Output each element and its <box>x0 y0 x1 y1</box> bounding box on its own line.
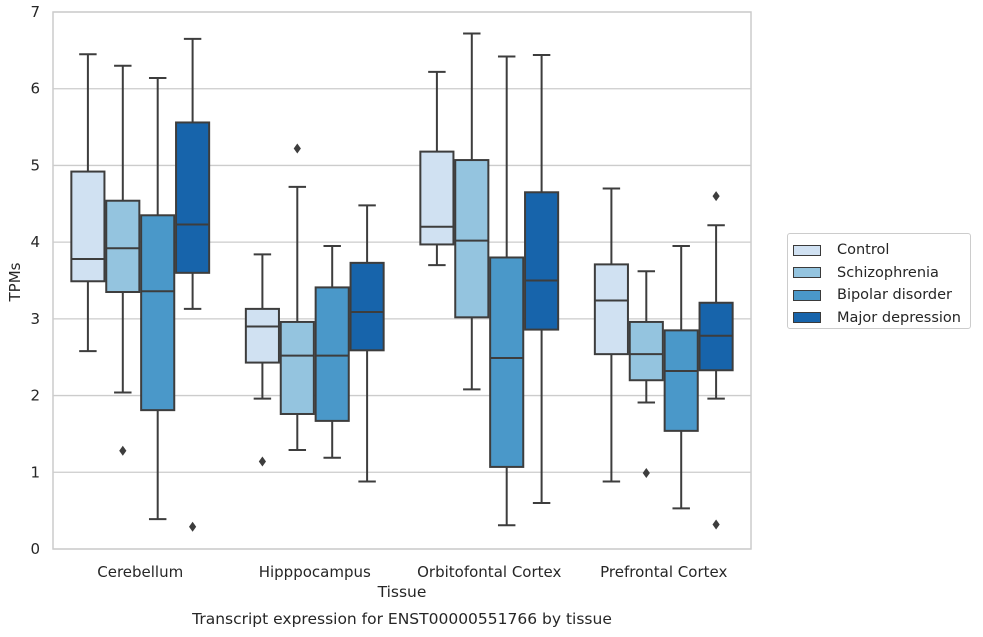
outlier-point <box>189 521 197 532</box>
box <box>279 320 315 415</box>
x-tick-label: Orbitofontal Cortex <box>417 563 561 581</box>
x-axis-label: Tissue <box>377 583 427 601</box>
box-group <box>244 253 280 467</box>
box <box>593 263 629 356</box>
box-group <box>454 32 490 391</box>
box <box>628 320 664 382</box>
box-group <box>140 76 176 521</box>
legend-swatch-bipolar-disorder <box>793 289 821 301</box>
outlier-point <box>293 143 301 154</box>
legend-item-major-depression: Major depression <box>792 307 970 330</box>
box-group <box>698 191 734 530</box>
y-tick-label: 6 <box>30 80 40 98</box>
box-group <box>314 244 350 459</box>
box <box>663 329 699 432</box>
box <box>349 261 385 352</box>
box-group <box>628 270 664 479</box>
legend-label-schizophrenia: Schizophrenia <box>837 264 939 281</box>
box-group <box>419 70 455 267</box>
outlier-point <box>642 468 650 479</box>
box-group <box>524 53 560 504</box>
y-tick-label: 7 <box>30 3 40 21</box>
box <box>419 150 455 246</box>
legend-label-bipolar-disorder: Bipolar disorder <box>837 287 952 304</box>
boxes <box>70 32 734 532</box>
box <box>314 286 350 422</box>
box-group <box>489 55 525 527</box>
x-tick-label: Hipppocampus <box>259 563 371 581</box>
box-group <box>105 64 141 456</box>
legend-label-major-depression: Major depression <box>837 309 961 326</box>
y-tick-label: 5 <box>30 156 40 174</box>
y-tick-labels: 0 1 2 3 4 5 6 7 <box>30 3 40 558</box>
box <box>489 256 525 468</box>
legend-swatch-major-depression <box>793 312 821 324</box>
box-group <box>175 37 211 532</box>
box <box>244 307 280 364</box>
box-group <box>279 143 315 452</box>
box-group <box>349 204 385 483</box>
box <box>70 170 106 283</box>
outlier-point <box>258 456 266 467</box>
y-tick-label: 3 <box>30 310 40 328</box>
box <box>175 121 211 274</box>
legend-item-bipolar-disorder: Bipolar disorder <box>792 284 970 307</box>
outlier-point <box>712 191 720 202</box>
box <box>524 191 560 331</box>
legend: Control Schizophrenia Bipolar disorder M… <box>787 233 971 329</box>
y-tick-label: 1 <box>30 463 40 481</box>
box <box>140 214 176 412</box>
y-tick-label: 0 <box>30 540 40 558</box>
x-tick-label: Cerebellum <box>97 563 183 581</box>
box <box>454 159 490 319</box>
x-tick-labels: Cerebellum Hipppocampus Orbitofontal Corte… <box>97 563 727 581</box>
box <box>105 199 141 294</box>
box-group <box>70 53 106 353</box>
legend-label-control: Control <box>837 242 890 259</box>
outlier-point <box>712 519 720 530</box>
y-axis-label: TPMs <box>6 262 24 302</box>
box-group <box>593 187 629 483</box>
box-group <box>663 244 699 510</box>
y-tick-label: 2 <box>30 387 40 405</box>
legend-item-control: Control <box>792 239 970 262</box>
y-tick-label: 4 <box>30 233 40 251</box>
legend-swatch-schizophrenia <box>793 267 821 279</box>
legend-swatch-control <box>793 244 821 256</box>
plot-frame <box>52 11 752 550</box>
legend-item-schizophrenia: Schizophrenia <box>792 262 970 285</box>
chart-caption: Transcript expression for ENST0000055176… <box>191 610 612 628</box>
x-tick-label: Prefrontal Cortex <box>600 563 727 581</box>
outlier-point <box>119 445 127 456</box>
